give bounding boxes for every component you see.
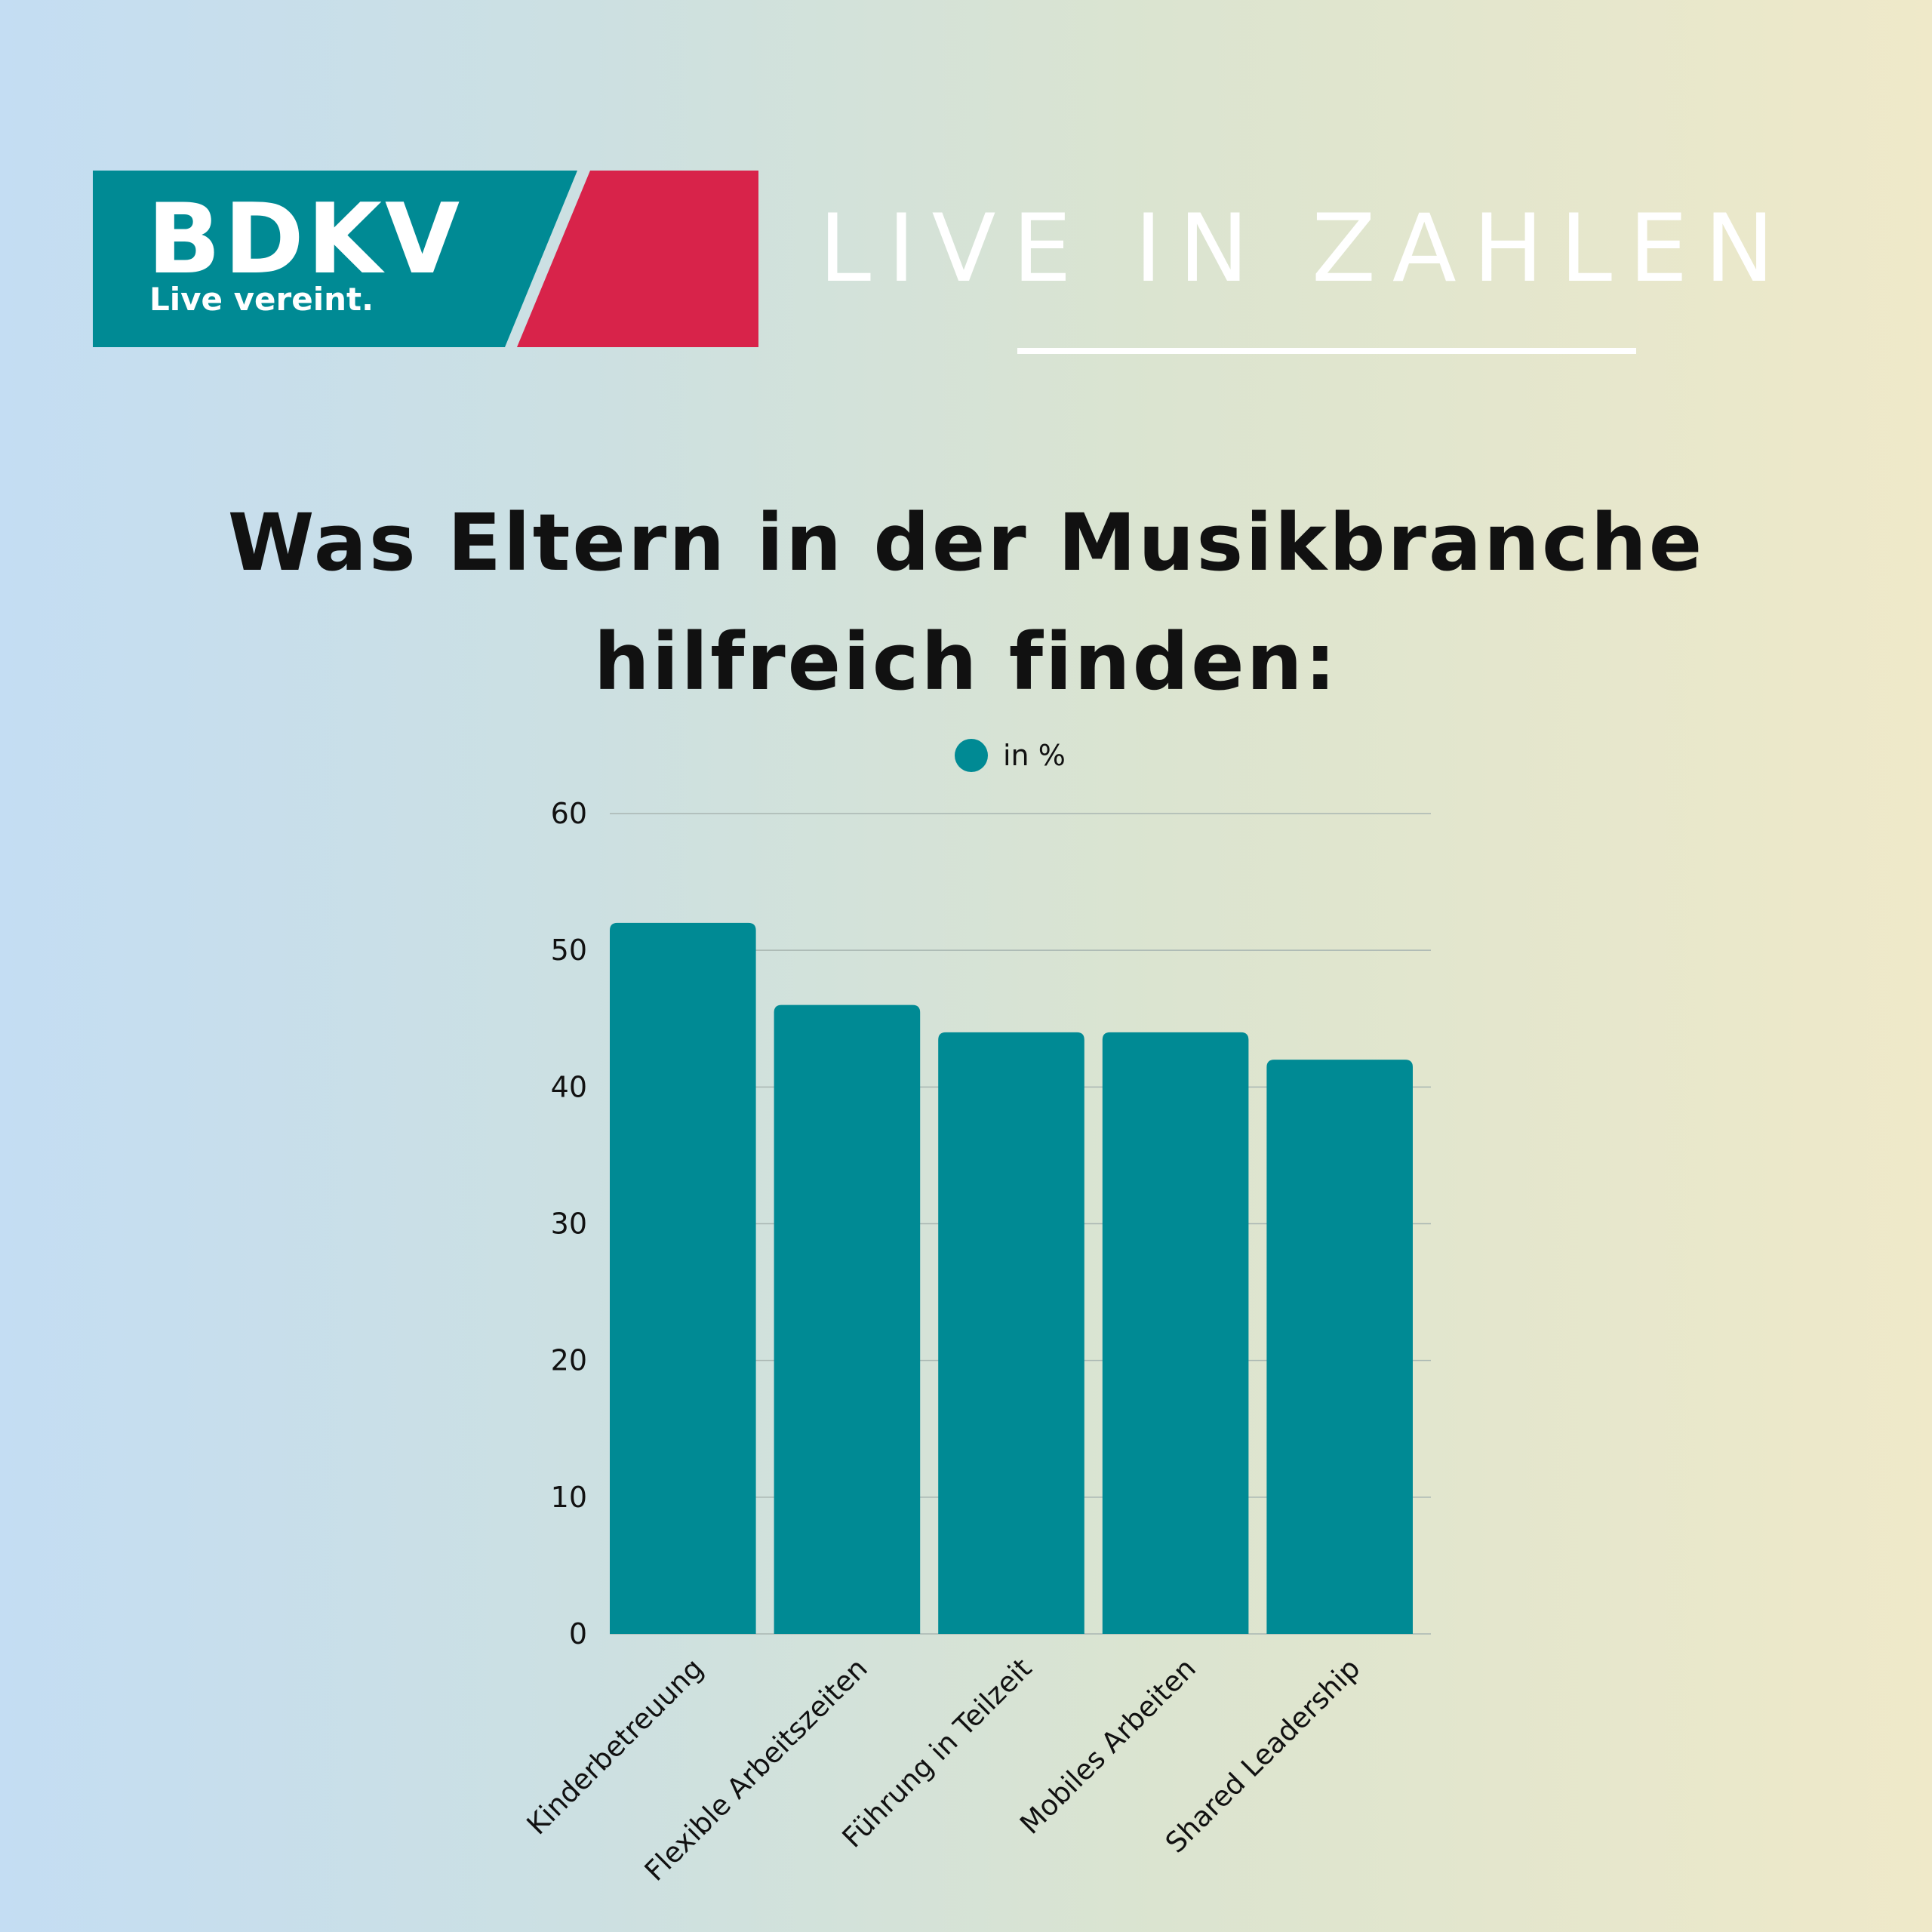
logo-teal-block bbox=[93, 171, 577, 347]
y-tick-label: 30 bbox=[551, 1208, 587, 1241]
chart-title: Was Eltern in der Musikbranche hilfreich… bbox=[0, 483, 1932, 721]
chart-title-line-1: Was Eltern in der Musikbranche bbox=[227, 497, 1705, 589]
legend-label: in % bbox=[1003, 739, 1066, 772]
logo-name: BDKV bbox=[147, 183, 463, 296]
y-tick-label: 20 bbox=[551, 1344, 587, 1377]
legend-marker bbox=[955, 739, 988, 772]
y-tick-label: 40 bbox=[551, 1070, 587, 1103]
logo-tagline: Live vereint. bbox=[149, 281, 374, 318]
chart-legend: in % bbox=[955, 738, 1066, 773]
x-tick-label: Kinderbetreuung bbox=[521, 1652, 709, 1841]
logo-red-block bbox=[517, 171, 758, 347]
bar bbox=[1266, 1060, 1413, 1634]
bar bbox=[774, 1004, 921, 1634]
chart-bars bbox=[610, 922, 1413, 1634]
bdkv-logo: BDKV Live vereint. bbox=[93, 171, 758, 347]
bar bbox=[610, 922, 756, 1634]
y-tick-label: 0 bbox=[569, 1617, 587, 1651]
chart-title-line-2: hilfreich finden: bbox=[593, 616, 1339, 708]
logo-shape bbox=[93, 171, 758, 347]
y-axis: 0 10 20 30 40 50 60 bbox=[551, 797, 587, 1651]
y-tick-label: 10 bbox=[551, 1481, 587, 1514]
y-tick-label: 50 bbox=[551, 934, 587, 967]
bar bbox=[1102, 1032, 1249, 1634]
x-tick-label: Mobiles Arbeiten bbox=[1014, 1652, 1202, 1841]
y-tick-label: 60 bbox=[551, 797, 587, 830]
header-underline bbox=[1017, 348, 1636, 354]
bar bbox=[938, 1032, 1084, 1634]
header-title: LIVE IN ZAHLEN bbox=[819, 195, 1792, 303]
